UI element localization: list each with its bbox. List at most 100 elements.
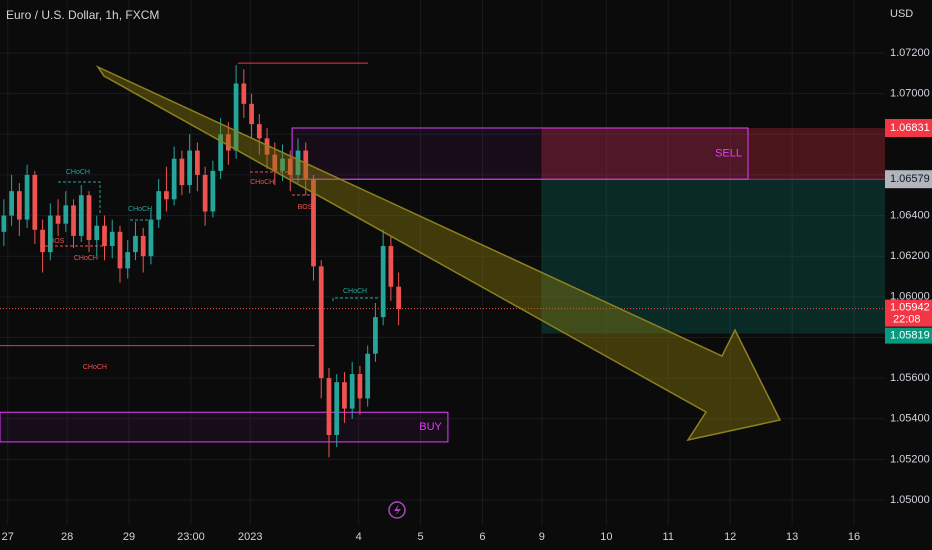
candle-body — [63, 205, 69, 224]
countdown: 22:08 — [893, 314, 921, 326]
candle-body — [94, 225, 100, 240]
x-tick-label: 11 — [663, 531, 674, 543]
candle-body — [225, 134, 231, 151]
x-tick-label: 28 — [61, 531, 73, 543]
y-tick-label: 1.05000 — [890, 494, 930, 506]
candle-body — [210, 170, 216, 212]
candle-body — [102, 225, 107, 247]
candle-body — [179, 158, 185, 186]
price-tag-label: 1.06579 — [890, 173, 930, 185]
x-tick-label: 23:00 — [177, 531, 205, 543]
candle-body — [109, 231, 115, 247]
candle-body — [311, 178, 316, 267]
candle-body — [249, 103, 254, 125]
y-tick-label: 1.05200 — [890, 453, 930, 465]
currency: USD — [890, 8, 913, 20]
trend-arrow — [95, 65, 782, 442]
candle-body — [326, 378, 332, 435]
candle-body — [171, 158, 177, 200]
x-tick-label: 10 — [600, 531, 612, 543]
candle-body — [71, 205, 76, 236]
y-tick-label: 1.07000 — [890, 88, 930, 100]
zone-label: SELL — [715, 148, 742, 160]
candle-body — [380, 246, 386, 318]
annotation: CHoCH — [66, 169, 90, 176]
candle-body — [40, 229, 45, 253]
candle-body — [1, 215, 7, 232]
zone — [0, 411, 449, 443]
price-axis — [885, 0, 932, 525]
candle-body — [117, 231, 123, 269]
candle-body — [318, 266, 324, 379]
candle-body — [256, 124, 262, 139]
candle-body — [16, 191, 22, 220]
annotation: CHoCH — [250, 179, 274, 186]
x-tick-label: 6 — [479, 531, 485, 543]
candle-body — [373, 317, 378, 354]
candle-body — [357, 374, 363, 399]
candle-body — [264, 138, 270, 155]
structure-lines — [40, 171, 378, 301]
chart-title: Euro / U.S. Dollar, 1h, FXCM — [6, 8, 159, 22]
candle-body — [164, 191, 169, 200]
candle-body — [47, 215, 53, 253]
candle-body — [334, 382, 340, 435]
price-tag-label: 1.05819 — [890, 330, 930, 342]
candle-body — [195, 150, 200, 175]
price-tag — [885, 118, 932, 137]
x-tick-label: 9 — [539, 531, 545, 543]
annotation: CHoCH — [343, 288, 367, 295]
candle-body — [396, 286, 402, 310]
x-tick-label: 13 — [786, 531, 798, 543]
y-tick-label: 1.06200 — [890, 250, 930, 262]
x-tick-label: 2023 — [238, 531, 262, 543]
candle-body — [78, 195, 84, 236]
price-tag-label: 1.06831 — [890, 122, 930, 134]
candle-body — [9, 191, 14, 216]
candle-body — [125, 252, 131, 269]
price-tag — [885, 170, 932, 189]
candle-body — [187, 150, 193, 186]
candle-body — [365, 353, 371, 399]
candle-body — [156, 191, 162, 220]
price-tag — [885, 327, 932, 344]
candle-body — [218, 134, 223, 171]
candle-body — [272, 154, 278, 171]
candle-body — [303, 150, 309, 179]
x-tick-label: 12 — [724, 531, 736, 543]
candle-body — [280, 158, 285, 171]
annotation: BOS — [50, 238, 65, 245]
candle-body — [133, 235, 138, 253]
candle-body — [342, 382, 347, 409]
candle-body — [32, 174, 38, 230]
candle-body — [55, 215, 61, 224]
candle-body — [148, 219, 154, 257]
dashed-line — [332, 297, 378, 301]
candle-body — [140, 235, 146, 257]
candle-body — [241, 83, 247, 104]
candles — [1, 65, 402, 458]
candle-body — [24, 174, 30, 220]
y-tick-label: 1.05600 — [890, 372, 930, 384]
price-tag-label: 1.05942 — [890, 302, 930, 314]
zone-label: BUY — [419, 421, 442, 433]
y-tick-label: 1.07200 — [890, 47, 930, 59]
annotation: CHoCH — [128, 206, 152, 213]
y-tick-label: 1.06400 — [890, 209, 930, 221]
alert-icon[interactable] — [388, 501, 406, 519]
candle-body — [287, 158, 293, 175]
target-zone — [541, 179, 885, 334]
candle-body — [295, 150, 301, 175]
x-tick-label: 16 — [848, 531, 860, 543]
candle-body — [86, 195, 92, 240]
annotation: BOS — [298, 204, 313, 211]
x-tick-label: 5 — [418, 531, 424, 543]
annotation: CHoCH — [83, 364, 107, 371]
y-tick-label: 1.05400 — [890, 413, 930, 425]
time-axis — [0, 525, 932, 550]
annotation: CHoCH — [74, 255, 98, 262]
candle-body — [202, 174, 208, 212]
stop-zone — [541, 127, 885, 180]
x-tick-label: 4 — [356, 531, 362, 543]
